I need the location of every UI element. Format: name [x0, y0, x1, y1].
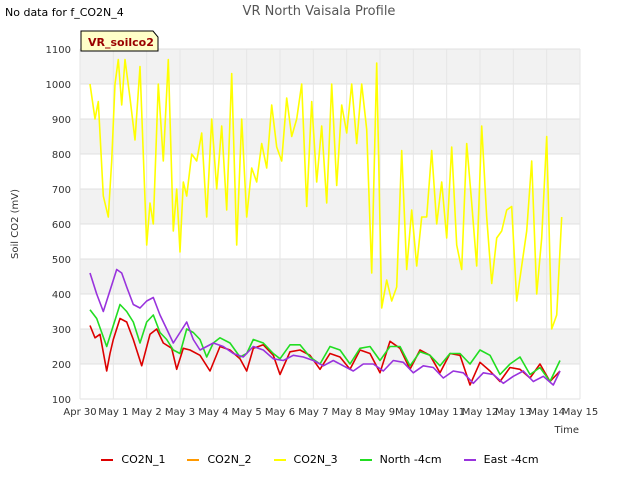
y-tick-label: 500	[52, 255, 71, 266]
series-line	[89, 317, 561, 386]
legend-item: East -4cm	[463, 453, 539, 466]
series-layer	[89, 58, 563, 386]
legend-label: CO2N_2	[207, 453, 252, 466]
x-tick-label: May 3	[165, 407, 195, 418]
site-annotation: VR_soilco2	[80, 30, 159, 52]
series-line	[89, 303, 561, 383]
grid-band	[80, 259, 580, 294]
series-line	[89, 58, 563, 330]
x-tick-label: May 2	[132, 407, 162, 418]
y-tick-label: 600	[52, 220, 71, 231]
x-tick-label: May 1	[98, 407, 128, 418]
legend-item: CO2N_3	[273, 453, 338, 466]
legend-item: CO2N_2	[187, 453, 252, 466]
y-tick-label: 1000	[46, 80, 71, 91]
x-tick-label: May 15	[562, 407, 599, 418]
no-data-message: No data for f_CO2N_4	[5, 6, 124, 19]
y-tick-label: 400	[52, 290, 71, 301]
x-tick-label: May 10	[395, 407, 432, 418]
grid-band	[80, 49, 580, 84]
x-tick-label: May 9	[365, 407, 395, 418]
legend-swatch	[101, 458, 114, 461]
y-tick-label: 1100	[46, 45, 71, 56]
y-tick-label: 900	[52, 115, 71, 126]
legend-item: North -4cm	[359, 453, 442, 466]
y-tick-label: 700	[52, 185, 71, 196]
legend-label: North -4cm	[379, 453, 442, 466]
y-axis-label: Soil CO2 (mV)	[10, 189, 21, 259]
y-tick-labels: 100 200 300 400 500 600 700 800 900 1000 1100	[46, 45, 71, 406]
grid-lines	[79, 48, 581, 400]
x-tick-label: May 5	[232, 407, 262, 418]
annotation-text: VR_soilco2	[88, 36, 154, 49]
x-tick-label: May 14	[528, 407, 565, 418]
legend-label: CO2N_1	[121, 453, 166, 466]
x-tick-label: May 13	[495, 407, 532, 418]
x-tick-labels: Apr 30 May 1 May 2 May 3 May 4 May 5 May 6 May …	[63, 407, 598, 418]
legend-item: CO2N_1	[101, 453, 165, 466]
x-axis-label: Time	[554, 425, 579, 436]
legend-swatch	[273, 458, 286, 461]
y-tick-label: 200	[52, 360, 71, 371]
x-tick-label: Apr 30	[63, 407, 96, 418]
annotation-box	[80, 30, 159, 52]
x-tick-label: May 6	[265, 407, 295, 418]
legend-label: CO2N_3	[293, 453, 338, 466]
x-tick-label: May 11	[428, 407, 465, 418]
legend-label: East -4cm	[483, 453, 539, 466]
y-tick-label: 800	[52, 150, 71, 161]
chart-title: VR North Vaisala Profile	[243, 4, 396, 19]
x-tick-label: May 7	[298, 407, 328, 418]
x-tick-label: May 12	[462, 407, 499, 418]
legend-swatch	[187, 458, 200, 461]
x-tick-label: May 8	[332, 407, 362, 418]
legend: CO2N_1 CO2N_2 CO2N_3 North -4cm East -4cm	[0, 453, 640, 466]
x-tick-label: May 4	[198, 407, 228, 418]
legend-swatch	[359, 458, 372, 461]
grid-bands	[80, 49, 580, 364]
legend-swatch	[463, 458, 476, 461]
y-tick-label: 100	[52, 395, 71, 406]
series-line	[89, 268, 561, 386]
y-tick-label: 300	[52, 325, 71, 336]
grid-band	[80, 189, 580, 224]
